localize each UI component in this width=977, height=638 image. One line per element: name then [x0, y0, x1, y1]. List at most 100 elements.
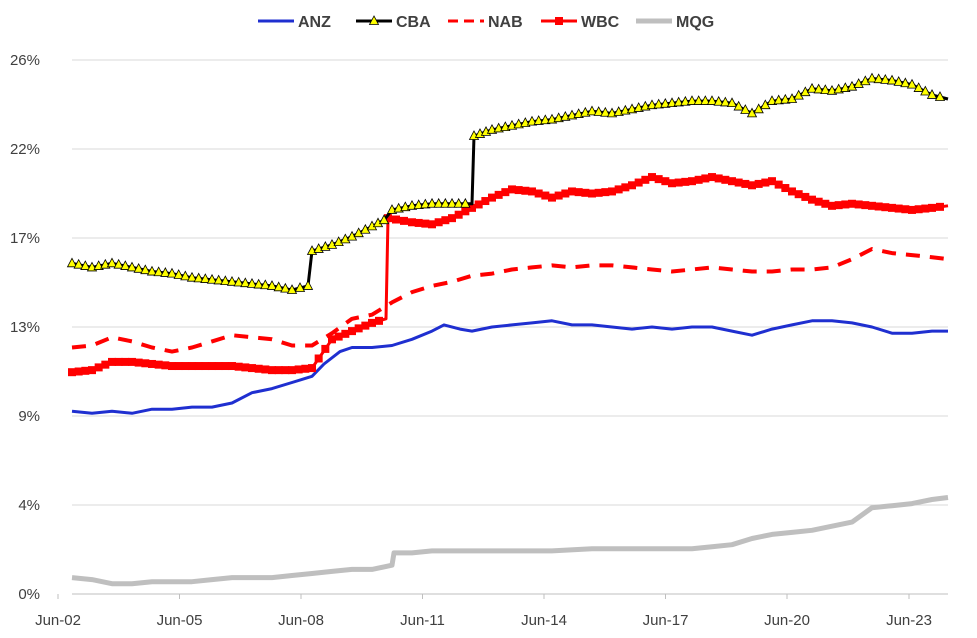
point-marker-cba [720, 96, 731, 107]
point-marker-wbc [754, 179, 763, 188]
gridlines [72, 59, 948, 506]
legend-item-anz: ANZ [258, 14, 331, 31]
point-marker-wbc [461, 207, 470, 216]
point-marker-cba [666, 97, 678, 108]
point-marker-cba [700, 95, 711, 105]
point-marker-wbc [468, 203, 476, 212]
point-marker-cba [593, 106, 604, 116]
legend-item-nab: NAB [448, 14, 523, 31]
point-marker-cba [926, 89, 938, 99]
point-marker-cba [213, 274, 224, 285]
point-marker-wbc [375, 316, 383, 325]
point-marker-wbc [761, 178, 770, 187]
point-marker-wbc [134, 358, 143, 367]
point-marker-cba [846, 80, 858, 91]
point-marker-wbc [214, 362, 223, 371]
point-marker-wbc [248, 364, 256, 373]
point-marker-cba [413, 199, 424, 210]
point-marker-wbc [528, 187, 536, 196]
legend-label: WBC [581, 14, 620, 31]
point-marker-wbc [821, 199, 830, 208]
point-marker-cba [106, 257, 118, 268]
point-marker-cba [433, 197, 444, 208]
point-marker-wbc [384, 214, 392, 223]
point-marker-wbc [768, 177, 776, 186]
point-marker-wbc [441, 216, 450, 225]
point-marker-wbc [708, 173, 716, 182]
point-marker-cba [706, 95, 718, 105]
point-marker-cba [600, 106, 611, 117]
point-marker-cba [220, 275, 231, 286]
point-marker-wbc [694, 175, 703, 184]
point-marker-cba [913, 82, 924, 92]
point-marker-wbc [874, 202, 883, 211]
point-marker-wbc [608, 187, 616, 196]
point-marker-wbc [654, 175, 663, 184]
point-marker-cba [146, 265, 158, 276]
y-tick-label: 9% [18, 408, 40, 425]
point-marker-wbc [321, 344, 330, 353]
point-marker-cba [740, 104, 751, 114]
point-marker-wbc [861, 201, 870, 210]
point-marker-cba [726, 97, 738, 108]
legend: ANZ CBA NAB WBC MQG [258, 14, 714, 31]
point-marker-wbc [521, 186, 530, 195]
point-marker-wbc [568, 187, 576, 196]
point-marker-wbc [648, 173, 656, 182]
point-marker-cba [193, 272, 204, 283]
point-marker-wbc [81, 366, 90, 375]
legend-item-mqg: MQG [636, 14, 714, 31]
point-marker-wbc [148, 359, 156, 368]
x-tick-label: Jun-23 [886, 612, 932, 629]
point-marker-wbc [794, 190, 803, 199]
point-marker-cba [173, 269, 184, 279]
point-marker-cba [646, 99, 658, 110]
point-marker-cba [540, 114, 551, 125]
point-marker-cba [934, 91, 946, 101]
point-marker-wbc [581, 188, 590, 197]
x-tick-label: Jun-08 [278, 612, 324, 629]
legend-marker-wbc [555, 17, 563, 25]
x-axis-tick-labels: Jun-02 Jun-05 Jun-08 Jun-11 Jun-14 Jun-17 Jun-… [35, 594, 932, 629]
point-marker-wbc [921, 204, 930, 213]
point-marker-wbc [434, 218, 443, 227]
point-marker-cba [273, 281, 284, 292]
legend-item-cba: CBA [356, 14, 431, 31]
point-marker-wbc [748, 181, 756, 190]
legend-label: ANZ [298, 14, 331, 31]
x-tick-label: Jun-11 [400, 612, 445, 629]
y-tick-label: 22% [10, 141, 40, 158]
series-layer [66, 72, 949, 587]
series-line-mqg [71, 495, 949, 587]
point-marker-wbc [901, 205, 910, 214]
point-marker-wbc [168, 362, 176, 371]
point-marker-wbc [308, 364, 316, 373]
point-marker-cba [406, 199, 418, 210]
y-tick-label: 17% [10, 230, 40, 247]
point-marker-wbc [634, 178, 643, 187]
point-marker-wbc [341, 329, 350, 338]
point-marker-cba [906, 78, 918, 89]
point-marker-wbc [281, 366, 290, 375]
point-marker-wbc [408, 218, 416, 227]
series-nab [71, 247, 949, 354]
y-tick-label: 13% [10, 319, 40, 336]
point-marker-wbc [541, 191, 550, 200]
point-marker-cba [660, 97, 671, 108]
y-tick-label: 4% [18, 497, 40, 514]
point-marker-cba [873, 73, 884, 84]
point-marker-wbc [368, 318, 376, 327]
point-marker-cba [680, 95, 691, 106]
point-marker-cba [533, 115, 544, 125]
point-marker-wbc [68, 368, 76, 377]
point-marker-cba [240, 277, 251, 288]
point-marker-cba [673, 96, 684, 107]
point-marker-wbc [348, 327, 356, 336]
point-marker-wbc [234, 362, 243, 371]
point-marker-cba [693, 95, 704, 105]
point-marker-cba [853, 78, 864, 88]
point-marker-wbc [274, 366, 283, 375]
point-marker-wbc [228, 362, 236, 371]
point-marker-cba [120, 260, 131, 270]
